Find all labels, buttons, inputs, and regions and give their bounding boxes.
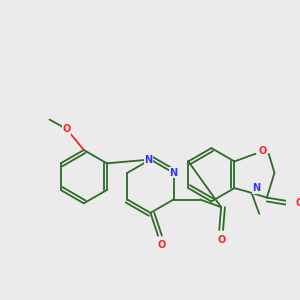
Text: O: O	[62, 124, 71, 134]
Text: O: O	[259, 146, 267, 156]
Text: O: O	[295, 198, 300, 208]
Text: O: O	[158, 240, 166, 250]
Text: N: N	[145, 154, 153, 164]
Text: N: N	[252, 183, 260, 193]
Text: N: N	[169, 168, 178, 178]
Text: O: O	[217, 235, 225, 244]
